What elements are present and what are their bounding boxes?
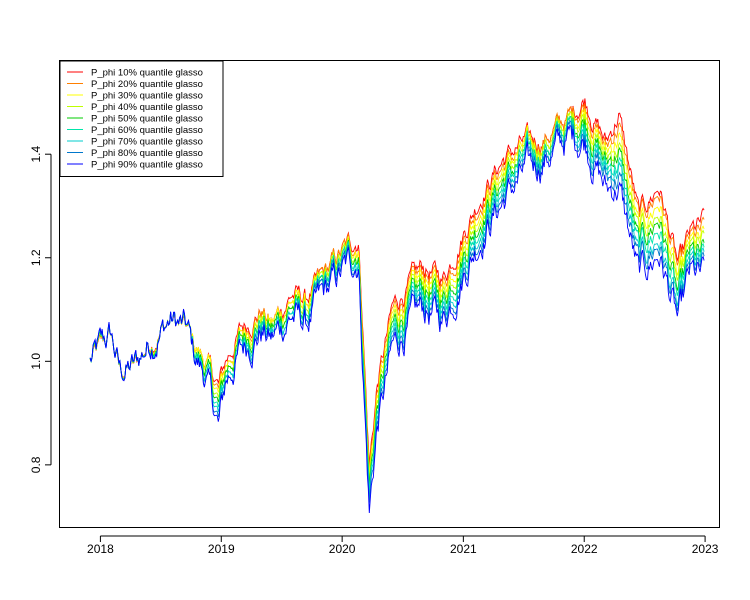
plot-frame [59, 60, 720, 528]
series-line-3 [89, 108, 705, 477]
legend-label: P_phi 80% quantile glasso [91, 148, 203, 159]
x-tick-label: 2018 [87, 542, 114, 556]
y-tick-label: 1.2 [29, 249, 43, 266]
legend-label: P_phi 90% quantile glasso [91, 160, 203, 171]
y-tick-label: 0.8 [29, 456, 43, 473]
y-tick-label: 1.4 [29, 146, 43, 163]
legend-label: P_phi 30% quantile glasso [91, 91, 203, 102]
legend-label: P_phi 60% quantile glasso [91, 125, 203, 136]
x-tick-label: 2023 [692, 542, 719, 556]
legend-label: P_phi 10% quantile glasso [91, 68, 203, 79]
series-layer [89, 98, 705, 514]
x-tick-label: 2019 [208, 542, 235, 556]
x-tick-label: 2020 [329, 542, 356, 556]
x-tick-label: 2021 [450, 542, 477, 556]
x-tick-label: 2022 [571, 542, 598, 556]
legend-label: P_phi 40% quantile glasso [91, 102, 203, 113]
y-tick-label: 1.0 [29, 353, 43, 370]
series-line-9 [89, 124, 705, 514]
legend-label: P_phi 50% quantile glasso [91, 114, 203, 125]
x-axis: 2018 2019 2020 2021 2022 2023 [87, 535, 719, 556]
legend-label: P_phi 70% quantile glasso [91, 137, 203, 148]
series-line-6 [89, 115, 705, 493]
legend-box [59, 60, 224, 177]
legend-label: P_phi 20% quantile glasso [91, 79, 203, 90]
y-axis: 0.8 1.0 1.2 1.4 [29, 146, 52, 473]
